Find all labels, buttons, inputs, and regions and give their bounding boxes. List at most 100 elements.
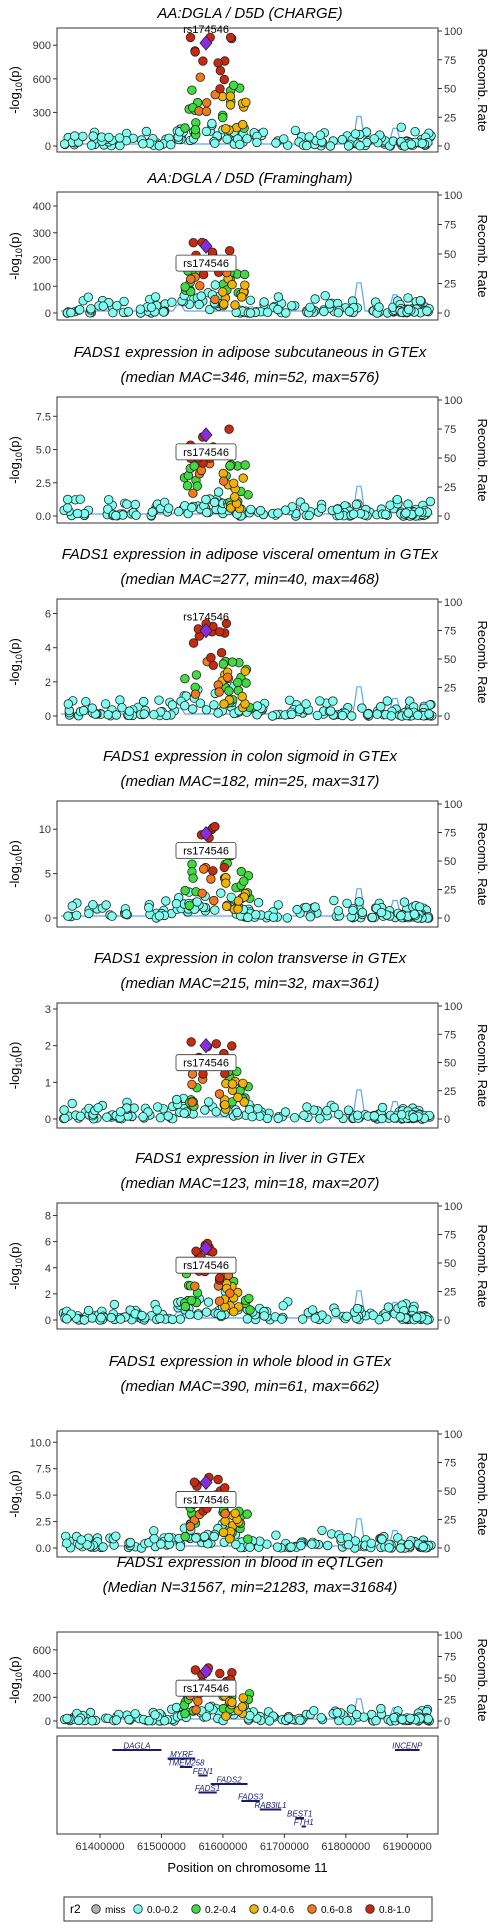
snp-point bbox=[187, 1097, 197, 1107]
y-axis-label: -log10(p) bbox=[7, 1656, 24, 1704]
snp-point bbox=[139, 709, 149, 719]
snp-point bbox=[164, 1532, 174, 1543]
panel-title: (median MAC=390, min=61, max=662) bbox=[121, 1378, 380, 1395]
lead-snp-label: rs174546 bbox=[183, 447, 229, 459]
y-tick-label: 0 bbox=[45, 1315, 51, 1327]
snp-point bbox=[101, 900, 111, 910]
snp-point bbox=[363, 709, 373, 719]
y2-tick-label: 25 bbox=[444, 1695, 456, 1707]
snp-points bbox=[59, 424, 436, 521]
snp-point bbox=[221, 901, 232, 912]
lead-snp-label-box bbox=[175, 1256, 237, 1274]
y2-tick-label: 0 bbox=[444, 1716, 450, 1728]
snp-point bbox=[180, 674, 190, 684]
y-label-suffix: (p) bbox=[7, 1470, 22, 1486]
snp-point bbox=[208, 866, 218, 876]
snp-point bbox=[158, 307, 169, 317]
snp-point bbox=[333, 308, 344, 318]
snp-point bbox=[237, 691, 247, 702]
snp-point bbox=[215, 1668, 225, 1679]
snp-point bbox=[194, 299, 204, 310]
snp-point bbox=[149, 1526, 159, 1536]
legend-swatch bbox=[307, 1904, 317, 1914]
snp-point bbox=[377, 1534, 387, 1544]
snp-point bbox=[193, 1696, 203, 1706]
snp-point bbox=[206, 652, 216, 663]
snp-point bbox=[111, 1531, 121, 1541]
y2-axis-label: Recomb. Rate bbox=[475, 418, 490, 501]
plot-frame bbox=[56, 27, 439, 153]
snp-point bbox=[220, 1483, 230, 1493]
gene-label: INCENP bbox=[392, 1742, 423, 1751]
lead-snp-label: rs174546 bbox=[183, 1260, 229, 1272]
snp-point bbox=[152, 1102, 163, 1112]
snp-point bbox=[382, 696, 393, 706]
snp-point bbox=[203, 1097, 214, 1107]
y-tick-label: 0 bbox=[45, 1716, 51, 1728]
snp-point bbox=[403, 708, 414, 718]
snp-point bbox=[62, 503, 73, 513]
snp-point bbox=[425, 496, 436, 507]
snp-point bbox=[284, 695, 295, 706]
snp-point bbox=[222, 672, 233, 683]
plot-frame bbox=[56, 396, 439, 524]
snp-point bbox=[424, 709, 434, 719]
snp-point bbox=[83, 1305, 94, 1316]
x-tick-label: 61500000 bbox=[137, 1841, 186, 1853]
snp-point bbox=[245, 1305, 255, 1315]
legend-swatch bbox=[365, 1904, 375, 1914]
snp-point bbox=[337, 134, 348, 145]
snp-point bbox=[195, 281, 205, 291]
snp-point bbox=[221, 878, 231, 888]
snp-point bbox=[348, 509, 359, 519]
lead-snp-label-box bbox=[175, 1054, 237, 1072]
snp-point bbox=[210, 294, 220, 305]
snp-point bbox=[217, 112, 228, 123]
snp-point bbox=[109, 1299, 120, 1310]
snp-point bbox=[103, 504, 113, 514]
snp-point bbox=[135, 304, 146, 314]
snp-point bbox=[242, 1314, 253, 1324]
y2-tick-label: 75 bbox=[444, 424, 456, 436]
y-tick-label: 2 bbox=[45, 677, 51, 689]
snp-point bbox=[384, 1543, 394, 1553]
snp-point bbox=[410, 126, 420, 137]
snp-point bbox=[180, 282, 190, 292]
snp-point bbox=[369, 134, 379, 144]
y2-tick-label: 0 bbox=[444, 141, 450, 153]
snp-point bbox=[298, 1314, 308, 1324]
snp-point bbox=[225, 100, 236, 110]
y-label-prefix: -log bbox=[7, 1496, 22, 1518]
snp-point bbox=[404, 304, 414, 315]
y2-axis-label: Recomb. Rate bbox=[475, 1224, 490, 1307]
snp-point bbox=[154, 140, 165, 151]
snp-points bbox=[60, 1472, 436, 1553]
y2-tick-label: 75 bbox=[444, 828, 456, 840]
snp-point bbox=[191, 1533, 201, 1543]
snp-point bbox=[74, 305, 85, 315]
snp-point bbox=[196, 291, 206, 301]
gene-label: BEST1 bbox=[287, 1810, 312, 1819]
snp-point bbox=[418, 1541, 428, 1552]
lead-snp-marker bbox=[199, 1663, 213, 1679]
snp-point bbox=[292, 904, 302, 915]
snp-point bbox=[100, 699, 111, 709]
y-label-sub: 10 bbox=[14, 856, 24, 866]
snp-point bbox=[131, 510, 141, 521]
snp-point bbox=[227, 1041, 237, 1051]
x-tick-label: 61800000 bbox=[321, 1841, 370, 1853]
snp-point bbox=[75, 1111, 86, 1122]
snp-point bbox=[325, 299, 335, 309]
snp-point bbox=[203, 1297, 214, 1307]
y2-tick-label: 75 bbox=[444, 1652, 456, 1664]
snp-point bbox=[273, 1113, 283, 1124]
snp-point bbox=[67, 901, 78, 911]
snp-point bbox=[273, 304, 283, 315]
snp-point bbox=[188, 488, 198, 499]
snp-points bbox=[58, 1238, 434, 1325]
y2-tick-label: 100 bbox=[444, 1630, 462, 1642]
y-label-sub: 10 bbox=[14, 1672, 24, 1682]
y2-tick-label: 50 bbox=[444, 1258, 456, 1270]
snp-point bbox=[284, 1713, 294, 1723]
